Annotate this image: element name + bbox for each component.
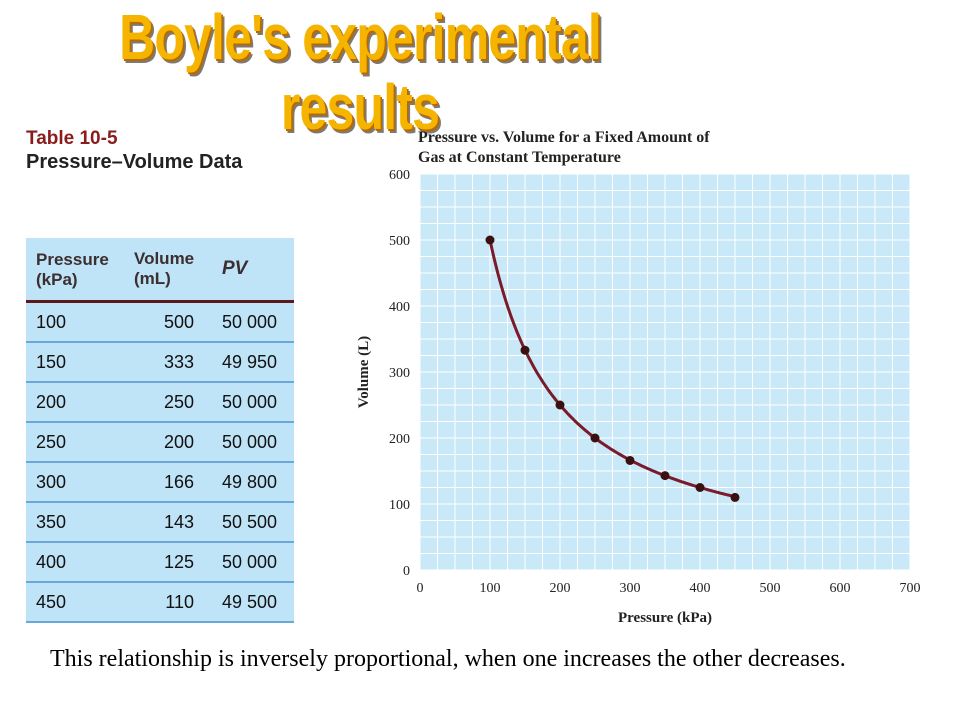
x-tick-label: 700	[900, 581, 921, 596]
cell-pressure: 250	[36, 431, 67, 452]
data-point	[520, 345, 530, 355]
cell-pv: 50 000	[222, 311, 278, 332]
header-volume: Volume (mL)	[134, 249, 195, 288]
table-name: Pressure–Volume Data	[26, 151, 243, 173]
cell-volume: 333	[163, 351, 194, 372]
x-tick-label: 500	[760, 581, 781, 596]
cell-pv: 49 800	[222, 471, 278, 492]
y-axis-label: Volume (L)	[356, 336, 372, 408]
chart-title-line-1: Pressure vs. Volume for a Fixed Amount o…	[418, 129, 710, 146]
x-tick-label: 600	[830, 581, 851, 596]
table-row: 100 500 50 000	[26, 303, 294, 343]
table-row: 200 250 50 000	[26, 383, 294, 423]
cell-pv: 50 500	[222, 511, 278, 532]
x-tick-label: 0	[417, 581, 424, 596]
cell-volume: 200	[163, 431, 194, 452]
table-row: 250 200 50 000	[26, 423, 294, 463]
cell-pressure: 350	[36, 511, 67, 532]
cell-volume: 250	[163, 391, 194, 412]
chart-title-line-2: Gas at Constant Temperature	[418, 149, 621, 166]
cell-pressure: 100	[36, 311, 67, 332]
series-line	[488, 239, 736, 499]
cell-volume: 166	[163, 471, 194, 492]
data-point	[695, 483, 705, 492]
x-tick-label: 100	[480, 581, 501, 596]
y-tick-label: 200	[389, 432, 410, 447]
y-tick-label: 300	[389, 366, 410, 381]
cell-pressure: 300	[36, 471, 67, 492]
data-point	[625, 455, 635, 465]
cell-pv: 50 000	[222, 391, 278, 412]
cell-volume: 110	[165, 591, 194, 612]
cell-pv: 50 000	[222, 431, 278, 452]
table-caption: Table 10-5 Pressure–Volume Data	[26, 128, 246, 174]
cell-pressure: 200	[36, 391, 67, 412]
cell-volume: 125	[163, 551, 194, 572]
pressure-volume-chart: Pressure vs. Volume for a Fixed Amount o…	[356, 129, 921, 626]
table-row: 350 143 50 500	[26, 503, 294, 543]
data-point	[590, 433, 600, 443]
slide-title: Boyle's experimental results	[119, 1, 602, 144]
y-tick-label: 600	[389, 168, 410, 183]
data-point	[555, 400, 565, 410]
data-point	[730, 492, 740, 502]
x-tick-label: 200	[550, 581, 571, 596]
x-tick-label: 400	[690, 581, 711, 596]
cell-pv: 49 500	[222, 591, 278, 612]
cell-pressure: 400	[36, 551, 67, 572]
slide-body-text: This relationship is inversely proportio…	[50, 646, 846, 672]
table-row: 450 110 49 500	[26, 583, 294, 623]
table-row: 300 166 49 800	[26, 463, 294, 503]
cell-pressure: 450	[36, 591, 67, 612]
cell-pv: 49 950	[222, 351, 278, 372]
cell-volume: 143	[163, 511, 194, 532]
data-point	[660, 471, 670, 481]
header-pv: PV	[222, 258, 248, 279]
y-tick-label: 100	[389, 498, 410, 513]
cell-pressure: 150	[36, 351, 67, 372]
pressure-volume-table: Pressure (kPa) Volume (mL) PV 100 500 50…	[26, 238, 294, 623]
table-row: 400 125 50 000	[26, 543, 294, 583]
x-axis-label: Pressure (kPa)	[618, 610, 712, 626]
y-tick-label: 0	[403, 564, 410, 579]
table-header-row: Pressure (kPa) Volume (mL) PV	[26, 238, 294, 303]
cell-pv: 50 000	[222, 551, 278, 572]
y-tick-label: 500	[389, 234, 410, 249]
x-tick-label: 300	[620, 581, 641, 596]
cell-volume: 500	[163, 311, 194, 332]
table-row: 150 333 49 950	[26, 343, 294, 383]
header-pressure: Pressure (kPa)	[36, 250, 109, 289]
data-point	[485, 235, 495, 245]
y-tick-label: 400	[389, 300, 410, 315]
table-number: Table 10-5	[26, 128, 118, 149]
